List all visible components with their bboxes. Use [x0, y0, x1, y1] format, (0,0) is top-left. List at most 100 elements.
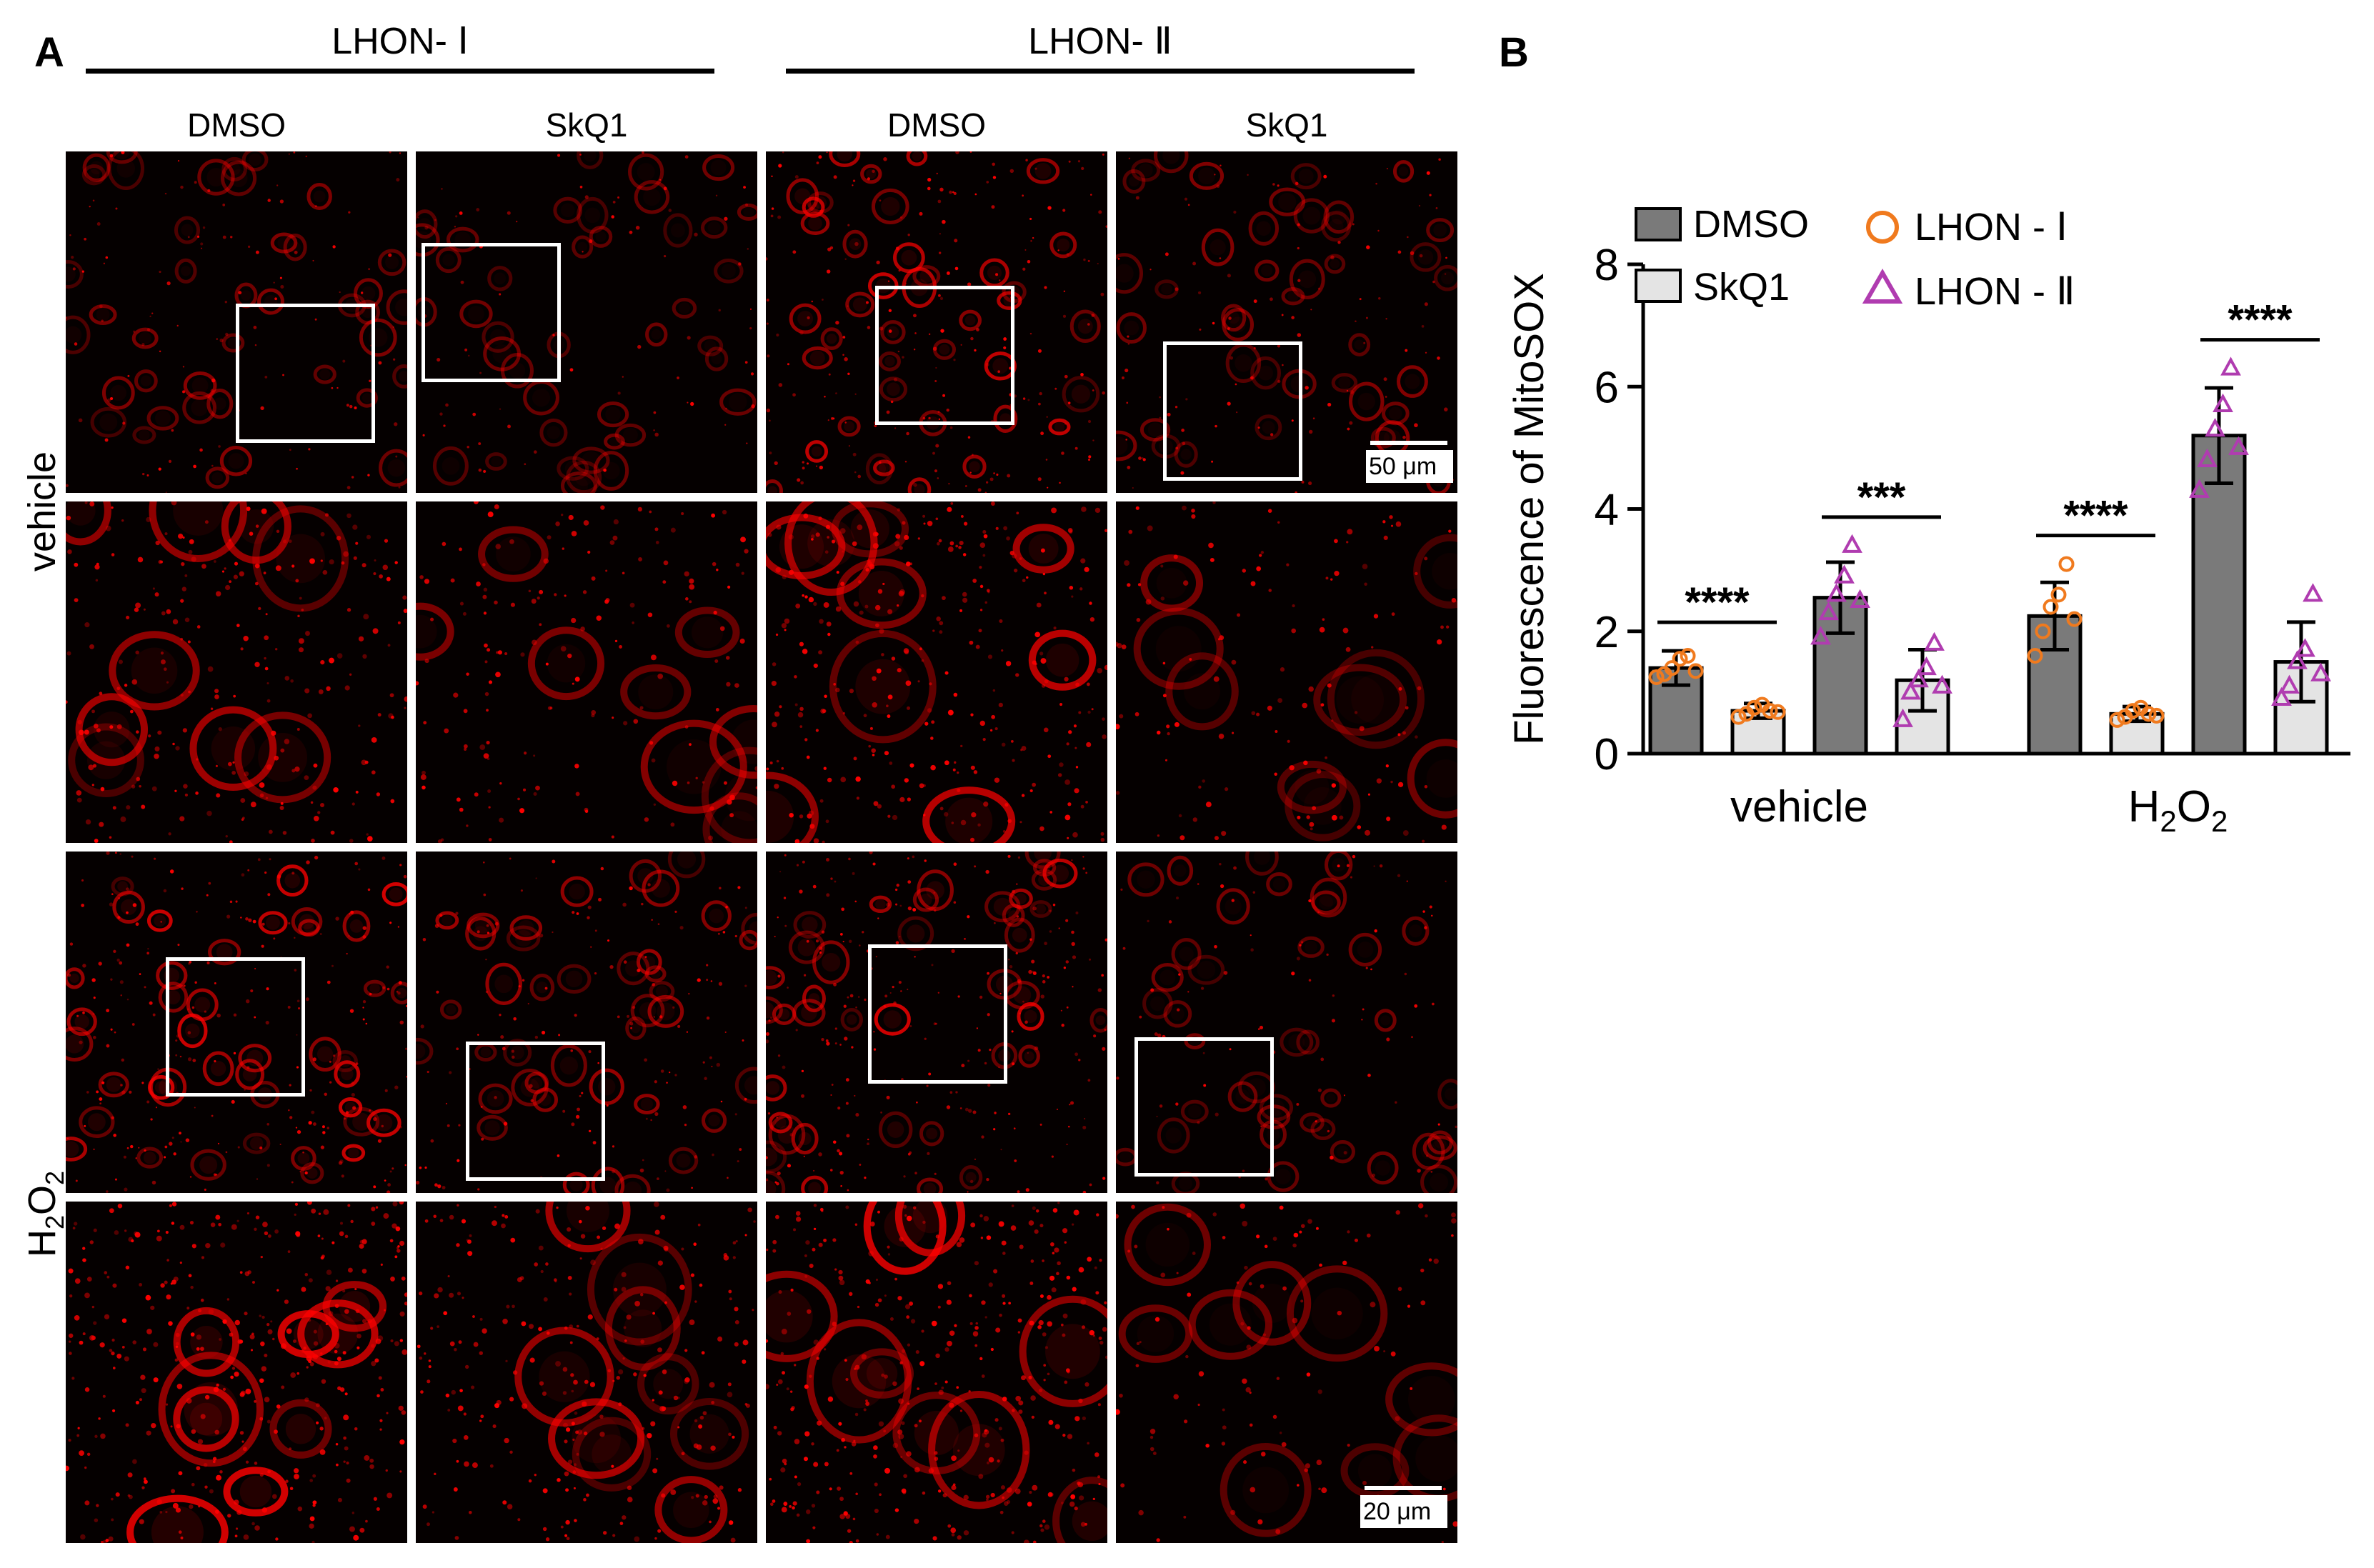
group-title-lhon-2: LHON- Ⅱ [1028, 21, 1172, 62]
micrograph-h2o2-overview-col3 [766, 852, 1107, 1193]
col-label-lhon1-skq1: SkQ1 [545, 106, 628, 144]
micrograph-h2o2-zoom-col2 [416, 1202, 757, 1543]
data-point-circle [2125, 703, 2141, 719]
data-point-circle [1746, 699, 1762, 716]
roi-box [466, 1042, 605, 1181]
row-label-vehicle: vehicle [21, 451, 64, 571]
data-point-circle [2043, 599, 2059, 615]
data-point-triangle [2197, 448, 2218, 467]
significance-stars: **** [1685, 579, 1750, 626]
legend-label-dmso: DMSO [1693, 203, 1809, 246]
scale-label-zoom: 20 μm [1363, 1498, 1432, 1525]
data-point-triangle [1826, 583, 1847, 602]
row-label-h2o2: H2O2 [21, 1170, 69, 1257]
col-label-lhon2-skq1: SkQ1 [1245, 106, 1328, 144]
data-point-triangle [2279, 674, 2300, 694]
x-category-label-h2o2: H2O2 [2128, 782, 2228, 838]
legend-label-skq1: SkQ1 [1693, 266, 1790, 309]
micrograph-h2o2-zoom-col4 [1116, 1202, 1457, 1543]
col-label-lhon1-dmso: DMSO [187, 106, 286, 144]
data-point-triangle [1850, 589, 1870, 608]
data-point-circle [2066, 611, 2083, 627]
data-point-triangle [1818, 601, 1839, 621]
scale-label-box: 20 μm [1360, 1495, 1447, 1528]
data-point-triangle [1908, 669, 1929, 688]
legend-label-lhon2: LHON - Ⅱ [1915, 270, 2075, 313]
group-rule-lhon-2 [786, 69, 1415, 74]
legend-swatch-skq1 [1635, 269, 1682, 303]
data-point-circle [1664, 660, 1680, 676]
data-point-triangle [2189, 479, 2210, 498]
data-point-triangle [2295, 638, 2315, 657]
data-point-circle [2050, 586, 2067, 603]
group-rule-lhon-1 [86, 69, 714, 74]
roi-box [875, 286, 1014, 425]
significance-stars: **** [2228, 297, 2293, 344]
data-point-circle [2140, 706, 2157, 722]
data-point-circle [2027, 648, 2043, 664]
data-point-circle [1680, 648, 1696, 664]
data-point-triangle [1932, 674, 1952, 694]
roi-box [868, 944, 1007, 1084]
micrograph-vehicle-overview-col2 [416, 151, 757, 493]
data-point-triangle [2220, 356, 2241, 376]
data-point-circle [2035, 623, 2051, 639]
data-point-circle [1770, 704, 1786, 720]
y-tick-label: 0 [1595, 730, 1619, 779]
micrograph-grid [66, 151, 1457, 1543]
y-tick-label: 8 [1595, 241, 1619, 290]
micrograph-h2o2-overview-col1 [66, 852, 407, 1193]
micrograph-vehicle-zoom-col2 [416, 501, 757, 843]
micrograph-vehicle-overview-col3 [766, 151, 1107, 493]
y-tick-label: 2 [1595, 608, 1619, 657]
data-point-triangle [2228, 436, 2249, 455]
y-tick-label: 4 [1595, 486, 1619, 535]
roi-box [166, 957, 305, 1097]
roi-box [236, 304, 375, 443]
data-point-triangle [2213, 393, 2233, 412]
legend-marker-lhon1 [1866, 211, 1899, 244]
group-title-lhon-1: LHON- Ⅰ [331, 21, 469, 62]
micrograph-vehicle-overview-col4 [1116, 151, 1457, 493]
roi-box [422, 243, 561, 382]
data-point-circle [1648, 669, 1665, 685]
scale-label-overview: 50 μm [1369, 453, 1437, 480]
significance-stars: **** [2063, 493, 2128, 539]
data-point-triangle [2287, 650, 2308, 669]
bar [2027, 614, 2083, 756]
data-point-triangle [1834, 564, 1855, 584]
x-category-label-vehicle: vehicle [1730, 782, 1868, 832]
data-point-circle [2058, 556, 2075, 572]
data-point-circle [1762, 703, 1778, 719]
data-point-triangle [2303, 583, 2323, 602]
data-point-triangle [1842, 534, 1862, 553]
data-point-circle [1687, 663, 1704, 679]
legend-label-lhon1: LHON - Ⅰ [1915, 206, 2068, 249]
data-point-circle [2109, 711, 2125, 728]
data-point-circle [1672, 651, 1688, 667]
scale-bar-overview [1370, 441, 1447, 445]
legend-swatch-dmso [1635, 207, 1682, 241]
scale-label-box: 50 μm [1366, 450, 1453, 483]
micrograph-h2o2-overview-col4 [1116, 852, 1457, 1193]
data-point-circle [1730, 709, 1747, 725]
data-point-triangle [2205, 418, 2225, 437]
panel-a-letter: A [34, 29, 64, 76]
micrograph-h2o2-overview-col2 [416, 852, 757, 1193]
data-point-triangle [2271, 686, 2292, 706]
scale-bar-zoom [1365, 1486, 1442, 1490]
y-tick-label: 6 [1595, 363, 1619, 412]
data-point-triangle [1924, 631, 1945, 651]
roi-box [1134, 1037, 1274, 1177]
micrograph-vehicle-zoom-col4 [1116, 501, 1457, 843]
data-point-triangle [1900, 681, 1921, 700]
data-point-triangle [2310, 662, 2331, 681]
micrograph-h2o2-zoom-col1 [66, 1202, 407, 1543]
data-point-circle [2148, 707, 2165, 724]
panel-b-letter: B [1499, 29, 1529, 76]
legend-marker-lhon2 [1862, 268, 1903, 304]
significance-stars: *** [1857, 474, 1906, 521]
col-label-lhon2-dmso: DMSO [887, 106, 986, 144]
roi-box [1163, 341, 1302, 481]
